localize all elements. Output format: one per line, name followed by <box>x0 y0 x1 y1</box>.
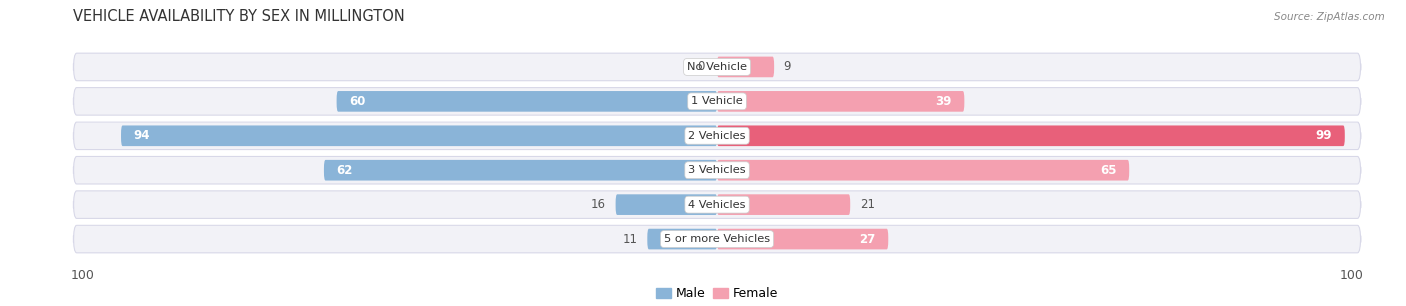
Text: 9: 9 <box>783 61 792 73</box>
FancyBboxPatch shape <box>73 122 1361 150</box>
Text: 16: 16 <box>591 198 606 211</box>
Text: 99: 99 <box>1316 129 1331 142</box>
Text: 94: 94 <box>134 129 150 142</box>
Text: 65: 65 <box>1099 164 1116 177</box>
FancyBboxPatch shape <box>336 91 717 112</box>
FancyBboxPatch shape <box>717 229 889 249</box>
Text: VEHICLE AVAILABILITY BY SEX IN MILLINGTON: VEHICLE AVAILABILITY BY SEX IN MILLINGTO… <box>73 9 405 24</box>
FancyBboxPatch shape <box>717 194 851 215</box>
FancyBboxPatch shape <box>717 91 965 112</box>
FancyBboxPatch shape <box>73 156 1361 184</box>
FancyBboxPatch shape <box>73 53 1361 81</box>
Text: 5 or more Vehicles: 5 or more Vehicles <box>664 234 770 244</box>
FancyBboxPatch shape <box>121 125 717 146</box>
Text: 0: 0 <box>697 61 704 73</box>
FancyBboxPatch shape <box>717 160 1129 181</box>
Text: 62: 62 <box>336 164 353 177</box>
FancyBboxPatch shape <box>647 229 717 249</box>
FancyBboxPatch shape <box>73 225 1361 253</box>
FancyBboxPatch shape <box>717 125 1344 146</box>
Text: 11: 11 <box>623 233 638 245</box>
FancyBboxPatch shape <box>323 160 717 181</box>
Text: 2 Vehicles: 2 Vehicles <box>689 131 745 141</box>
FancyBboxPatch shape <box>717 57 775 77</box>
Text: 60: 60 <box>349 95 366 108</box>
Text: 1 Vehicle: 1 Vehicle <box>692 96 742 106</box>
Text: 27: 27 <box>859 233 876 245</box>
FancyBboxPatch shape <box>73 88 1361 115</box>
Text: 4 Vehicles: 4 Vehicles <box>689 200 745 210</box>
FancyBboxPatch shape <box>616 194 717 215</box>
Legend: Male, Female: Male, Female <box>651 282 783 305</box>
Text: Source: ZipAtlas.com: Source: ZipAtlas.com <box>1274 12 1385 22</box>
Text: 39: 39 <box>935 95 952 108</box>
Text: 21: 21 <box>859 198 875 211</box>
FancyBboxPatch shape <box>73 191 1361 218</box>
Text: 3 Vehicles: 3 Vehicles <box>689 165 745 175</box>
Text: No Vehicle: No Vehicle <box>688 62 747 72</box>
